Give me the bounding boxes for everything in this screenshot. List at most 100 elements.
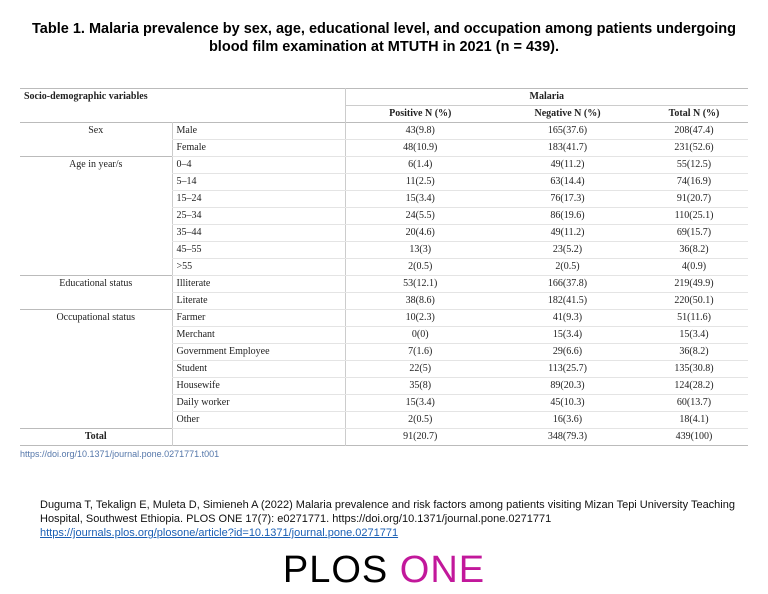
spacer-cell bbox=[171, 428, 346, 446]
cell: 22(5) bbox=[344, 360, 496, 378]
cell: 49(11.2) bbox=[495, 224, 641, 242]
cell: 45(10.3) bbox=[495, 394, 641, 412]
cell: 63(14.4) bbox=[495, 173, 641, 191]
logo: PLOS ONE bbox=[0, 548, 768, 592]
group-label: Age in year/s bbox=[69, 159, 123, 170]
cell: 38(8.6) bbox=[344, 292, 496, 310]
cell: 36(8.2) bbox=[640, 343, 749, 361]
cell: 219(49.9) bbox=[640, 275, 749, 293]
row-label: 5–14 bbox=[171, 173, 346, 191]
cell: 18(4.1) bbox=[640, 411, 749, 429]
cell: 7(1.6) bbox=[344, 343, 496, 361]
table-row: Occupational status Farmer 10(2.3) 41(9.3) 5… bbox=[20, 309, 749, 327]
column-header: Negative N (%) bbox=[534, 108, 601, 119]
group-label: Sex bbox=[88, 125, 104, 136]
cell: 15(3.4) bbox=[344, 190, 496, 208]
cell: 166(37.8) bbox=[495, 275, 641, 293]
table-row: 25–34 24(5.5) 86(19.6) 110(25.1) bbox=[20, 207, 749, 225]
cell: 53(12.1) bbox=[344, 275, 496, 293]
row-label: 15–24 bbox=[171, 190, 346, 208]
cell: 124(28.2) bbox=[640, 377, 749, 395]
table-row: 35–44 20(4.6) 49(11.2) 69(15.7) bbox=[20, 224, 749, 242]
cell: 51(11.6) bbox=[640, 309, 749, 327]
table-row: Other 2(0.5) 16(3.6) 18(4.1) bbox=[20, 411, 749, 429]
source-link[interactable]: https://journals.plos.org/plosone/articl… bbox=[40, 527, 399, 539]
row-label: 25–34 bbox=[171, 207, 346, 225]
cell: 11(2.5) bbox=[344, 173, 496, 191]
cell: 15(3.4) bbox=[640, 326, 749, 344]
table-row: Government Employee 7(1.6) 29(6.6) 36(8.2) bbox=[20, 343, 749, 361]
group-label: Occupational status bbox=[56, 312, 136, 323]
cell: 10(2.3) bbox=[344, 309, 496, 327]
cell: 2(0.5) bbox=[344, 258, 496, 276]
cell: 231(52.6) bbox=[640, 139, 749, 157]
citation: Duguma T, Tekalign E, Muleta D, Simieneh… bbox=[40, 498, 740, 540]
row-label: 0–4 bbox=[171, 156, 346, 174]
cell: 220(50.1) bbox=[640, 292, 749, 310]
cell: 69(15.7) bbox=[640, 224, 749, 242]
row-label: Farmer bbox=[171, 309, 346, 327]
data-table: Socio-demographic variables Malaria Posi… bbox=[20, 88, 749, 446]
cell: 36(8.2) bbox=[640, 241, 749, 259]
cell: 91(20.7) bbox=[640, 190, 749, 208]
row-label: Government Employee bbox=[171, 343, 346, 361]
row-label: Literate bbox=[171, 292, 346, 310]
cell: 48(10.9) bbox=[344, 139, 496, 157]
total-cell: 91(20.7) bbox=[344, 428, 496, 446]
cell: 13(3) bbox=[344, 241, 496, 259]
cell: 2(0.5) bbox=[495, 258, 641, 276]
table-row: Sex Male 43(9.8) 165(37.6) 208(47.4) bbox=[20, 122, 749, 140]
cell: 43(9.8) bbox=[344, 122, 496, 140]
cell: 41(9.3) bbox=[495, 309, 641, 327]
cell: 15(3.4) bbox=[344, 394, 496, 412]
cell: 113(25.7) bbox=[495, 360, 641, 378]
row-label: Other bbox=[171, 411, 346, 429]
column-header: Positive N (%) bbox=[344, 105, 496, 123]
cell: 183(41.7) bbox=[495, 139, 641, 157]
table-row: 15–24 15(3.4) 76(17.3) 91(20.7) bbox=[20, 190, 749, 208]
row-label: Female bbox=[171, 139, 346, 157]
row-label: >55 bbox=[171, 258, 346, 276]
cell: 2(0.5) bbox=[344, 411, 496, 429]
group-label: Educational status bbox=[59, 278, 133, 289]
cell: 15(3.4) bbox=[495, 326, 641, 344]
cell: 165(37.6) bbox=[495, 122, 641, 140]
cell: 60(13.7) bbox=[640, 394, 749, 412]
citation-text: Duguma T, Tekalign E, Muleta D, Simieneh… bbox=[40, 499, 735, 525]
header-variables: Socio-demographic variables bbox=[24, 91, 148, 103]
table-row: Merchant 0(0) 15(3.4) 15(3.4) bbox=[20, 326, 749, 344]
cell: 89(20.3) bbox=[495, 377, 641, 395]
table-row: Daily worker 15(3.4) 45(10.3) 60(13.7) bbox=[20, 394, 749, 412]
table-row: Student 22(5) 113(25.7) 135(30.8) bbox=[20, 360, 749, 378]
cell: 20(4.6) bbox=[344, 224, 496, 242]
row-label: Housewife bbox=[171, 377, 346, 395]
cell: 23(5.2) bbox=[495, 241, 641, 259]
cell: 6(1.4) bbox=[344, 156, 496, 174]
cell: 49(11.2) bbox=[495, 156, 641, 174]
table-row: Age in year/s 0–4 6(1.4) 49(11.2) 55(12.5) bbox=[20, 156, 749, 174]
row-label: Student bbox=[171, 360, 346, 378]
row-label: Merchant bbox=[171, 326, 346, 344]
cell: 55(12.5) bbox=[640, 156, 749, 174]
header-group: Malaria bbox=[344, 88, 749, 106]
row-label: 35–44 bbox=[171, 224, 346, 242]
cell: 74(16.9) bbox=[640, 173, 749, 191]
cell: 4(0.9) bbox=[640, 258, 749, 276]
cell: 24(5.5) bbox=[344, 207, 496, 225]
table-row: Female 48(10.9) 183(41.7) 231(52.6) bbox=[20, 139, 749, 157]
table-row: Educational status Illiterate 53(12.1) 166(… bbox=[20, 275, 749, 293]
table-row: Housewife 35(8) 89(20.3) 124(28.2) bbox=[20, 377, 749, 395]
cell: 35(8) bbox=[344, 377, 496, 395]
cell: 135(30.8) bbox=[640, 360, 749, 378]
table-row: Literate 38(8.6) 182(41.5) 220(50.1) bbox=[20, 292, 749, 310]
total-cell: 348(79.3) bbox=[547, 431, 588, 442]
table-row: 5–14 11(2.5) 63(14.4) 74(16.9) bbox=[20, 173, 749, 191]
column-header: Total N (%) bbox=[668, 108, 720, 119]
table-row: >55 2(0.5) 2(0.5) 4(0.9) bbox=[20, 258, 749, 276]
total-cell: 439(100) bbox=[675, 431, 713, 442]
cell: 86(19.6) bbox=[495, 207, 641, 225]
row-label: Daily worker bbox=[171, 394, 346, 412]
total-row: Total 91(20.7) 348(79.3) 439(100) bbox=[20, 428, 749, 446]
logo-plos: PLOS bbox=[282, 549, 389, 591]
